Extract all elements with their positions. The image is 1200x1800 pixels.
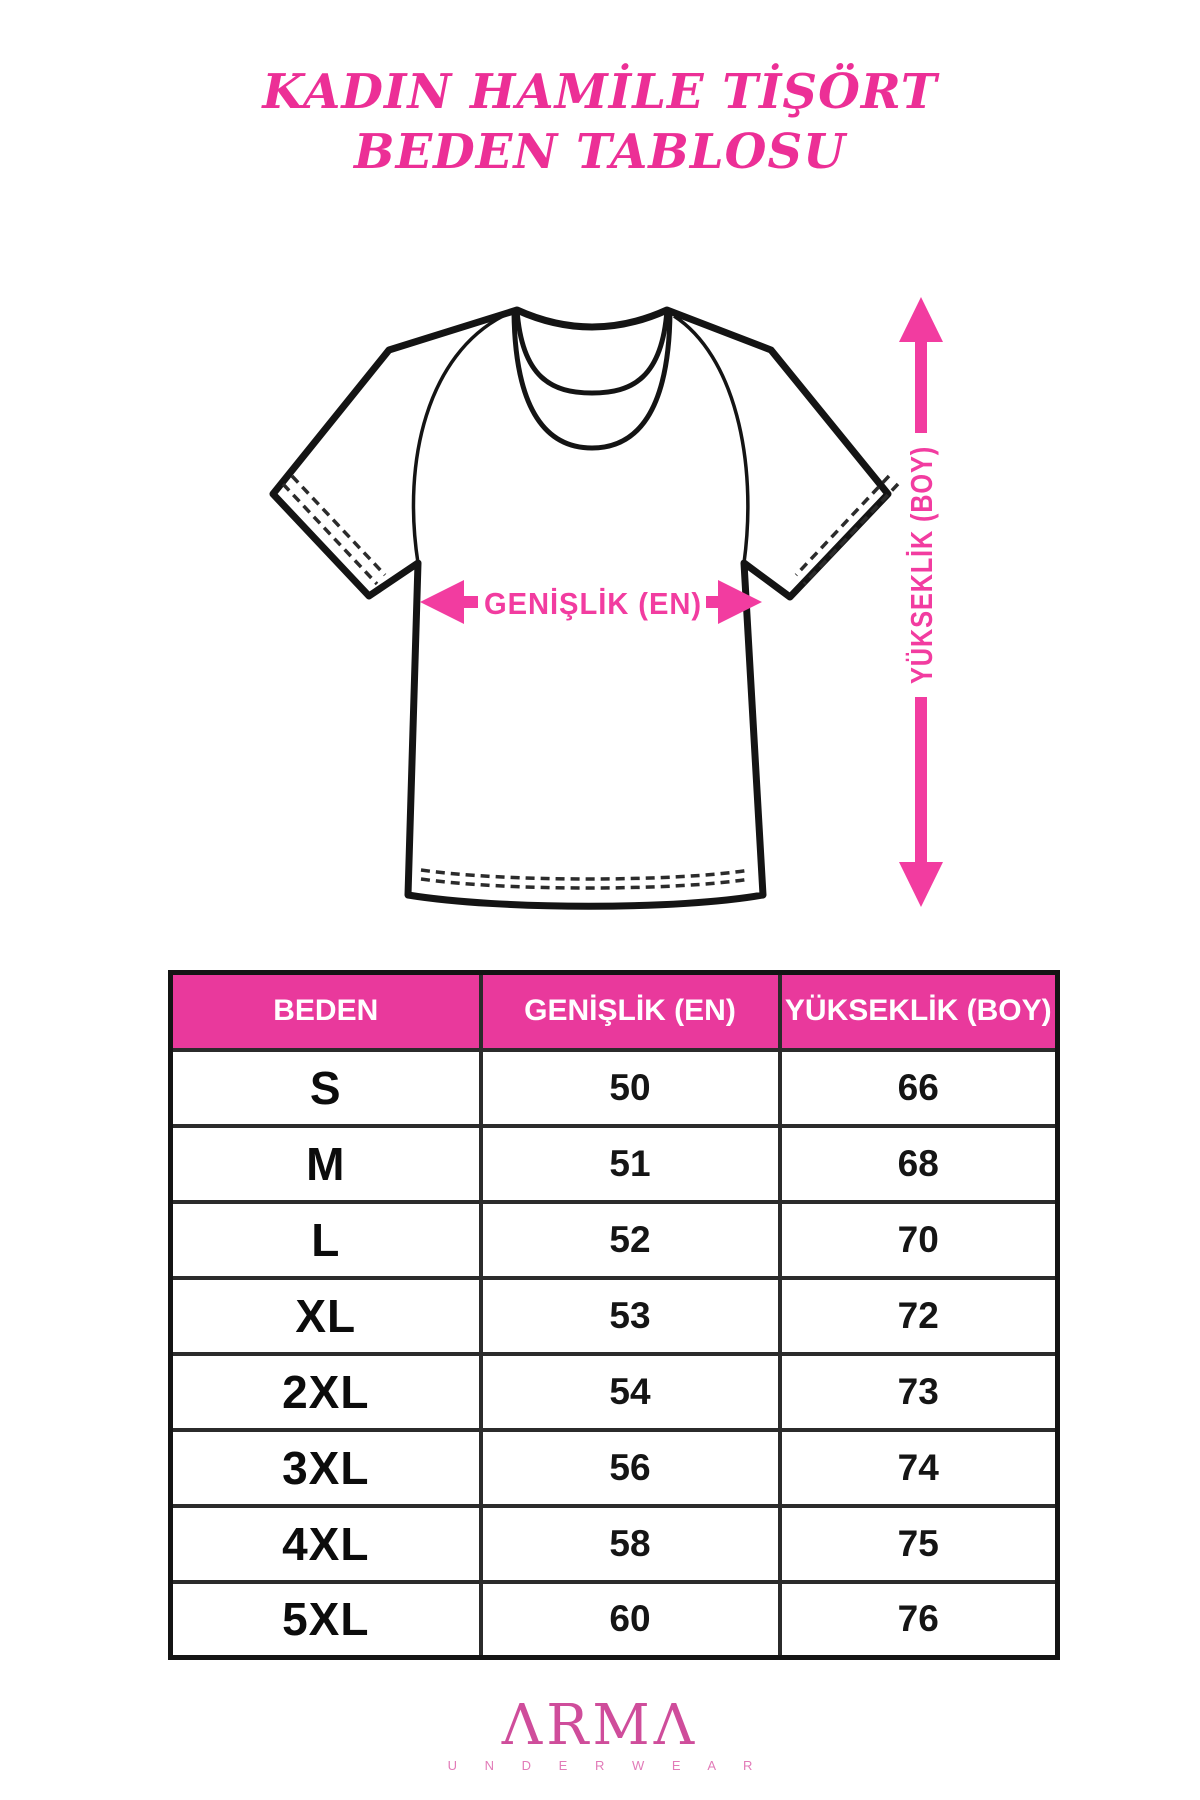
table-row: 5XL 60 76 <box>168 1579 1060 1660</box>
width-arrow-right-icon <box>718 580 762 624</box>
value-cell: 52 <box>478 1199 782 1280</box>
value-cell: 73 <box>777 1351 1060 1432</box>
page-title-line1: KADIN HAMİLE TİŞÖRT <box>262 64 938 120</box>
value-cell: 70 <box>777 1199 1060 1280</box>
size-table: BEDEN GENİŞLİK (EN) YÜKSEKLİK (BOY) S 50 6… <box>168 970 1060 1660</box>
table-row: 3XL 56 74 <box>168 1427 1060 1508</box>
value-cell: 50 <box>478 1047 782 1128</box>
size-cell: 3XL <box>168 1427 483 1508</box>
collar-band-line <box>511 311 673 451</box>
value-cell: 72 <box>777 1275 1060 1356</box>
page-title-line2: BEDEN TABLOSU <box>354 124 846 180</box>
table-row: 4XL 58 75 <box>168 1503 1060 1584</box>
col-header-beden: BEDEN <box>168 970 483 1052</box>
size-cell: S <box>168 1047 483 1128</box>
height-arrow-up-icon <box>899 297 943 342</box>
size-table-body: S 50 66 M 51 68 L 52 70 XL 53 72 2XL 54 73 3XL 56 74 4XL 58… <box>168 1047 1060 1660</box>
table-row: S 50 66 <box>168 1047 1060 1128</box>
right-side-seam <box>673 314 750 564</box>
size-cell: XL <box>168 1275 483 1356</box>
table-row: M 51 68 <box>168 1123 1060 1204</box>
value-cell: 54 <box>478 1351 782 1432</box>
title-block: KADIN HAMİLE TİŞÖRT BEDEN TABLOSU <box>0 62 1200 182</box>
size-cell: M <box>168 1123 483 1204</box>
value-cell: 76 <box>777 1579 1060 1660</box>
left-cuff-stitch-1 <box>281 482 379 586</box>
table-row: 2XL 54 73 <box>168 1351 1060 1432</box>
table-row: XL 53 72 <box>168 1275 1060 1356</box>
tshirt-outline <box>269 306 892 910</box>
table-row: L 52 70 <box>168 1199 1060 1280</box>
left-side-seam <box>411 314 504 564</box>
value-cell: 60 <box>478 1579 782 1660</box>
value-cell: 56 <box>478 1427 782 1508</box>
value-cell: 75 <box>777 1503 1060 1584</box>
width-dimension-label: GENİŞLİK (EN) <box>484 586 702 621</box>
col-header-yukseklik: YÜKSEKLİK (BOY) <box>777 970 1060 1052</box>
height-dimension-label: YÜKSEKLİK (BOY) <box>904 446 939 684</box>
right-cuff-stitch-1 <box>802 482 900 586</box>
collar-inner-line <box>514 309 670 396</box>
hem-stitch-2 <box>420 868 751 881</box>
size-table-header: BEDEN GENİŞLİK (EN) YÜKSEKLİK (BOY) <box>168 970 1060 1052</box>
size-cell: L <box>168 1199 483 1280</box>
value-cell: 51 <box>478 1123 782 1204</box>
tshirt-diagram: GENİŞLİK (EN) YÜKSEKLİK (BOY) <box>269 297 943 910</box>
right-cuff-stitch-2 <box>794 474 891 577</box>
value-cell: 66 <box>777 1047 1060 1128</box>
width-arrow-left-icon <box>420 580 464 624</box>
brand-name: ΛRMΛ <box>501 1693 699 1758</box>
size-cell: 2XL <box>168 1351 483 1432</box>
hem-stitch-1 <box>420 877 751 890</box>
brand-logo: ΛRMΛ U N D E R W E A R <box>0 1693 1200 1774</box>
size-cell: 4XL <box>168 1503 483 1584</box>
left-cuff-stitch-2 <box>290 474 387 577</box>
col-header-genislik: GENİŞLİK (EN) <box>478 970 782 1052</box>
value-cell: 58 <box>478 1503 782 1584</box>
value-cell: 68 <box>777 1123 1060 1204</box>
value-cell: 53 <box>478 1275 782 1356</box>
size-cell: 5XL <box>168 1579 483 1660</box>
brand-tagline: U N D E R W E A R <box>447 1758 765 1773</box>
height-arrow-down-icon <box>899 862 943 907</box>
header-row: BEDEN GENİŞLİK (EN) YÜKSEKLİK (BOY) <box>168 970 1060 1052</box>
value-cell: 74 <box>777 1427 1060 1508</box>
